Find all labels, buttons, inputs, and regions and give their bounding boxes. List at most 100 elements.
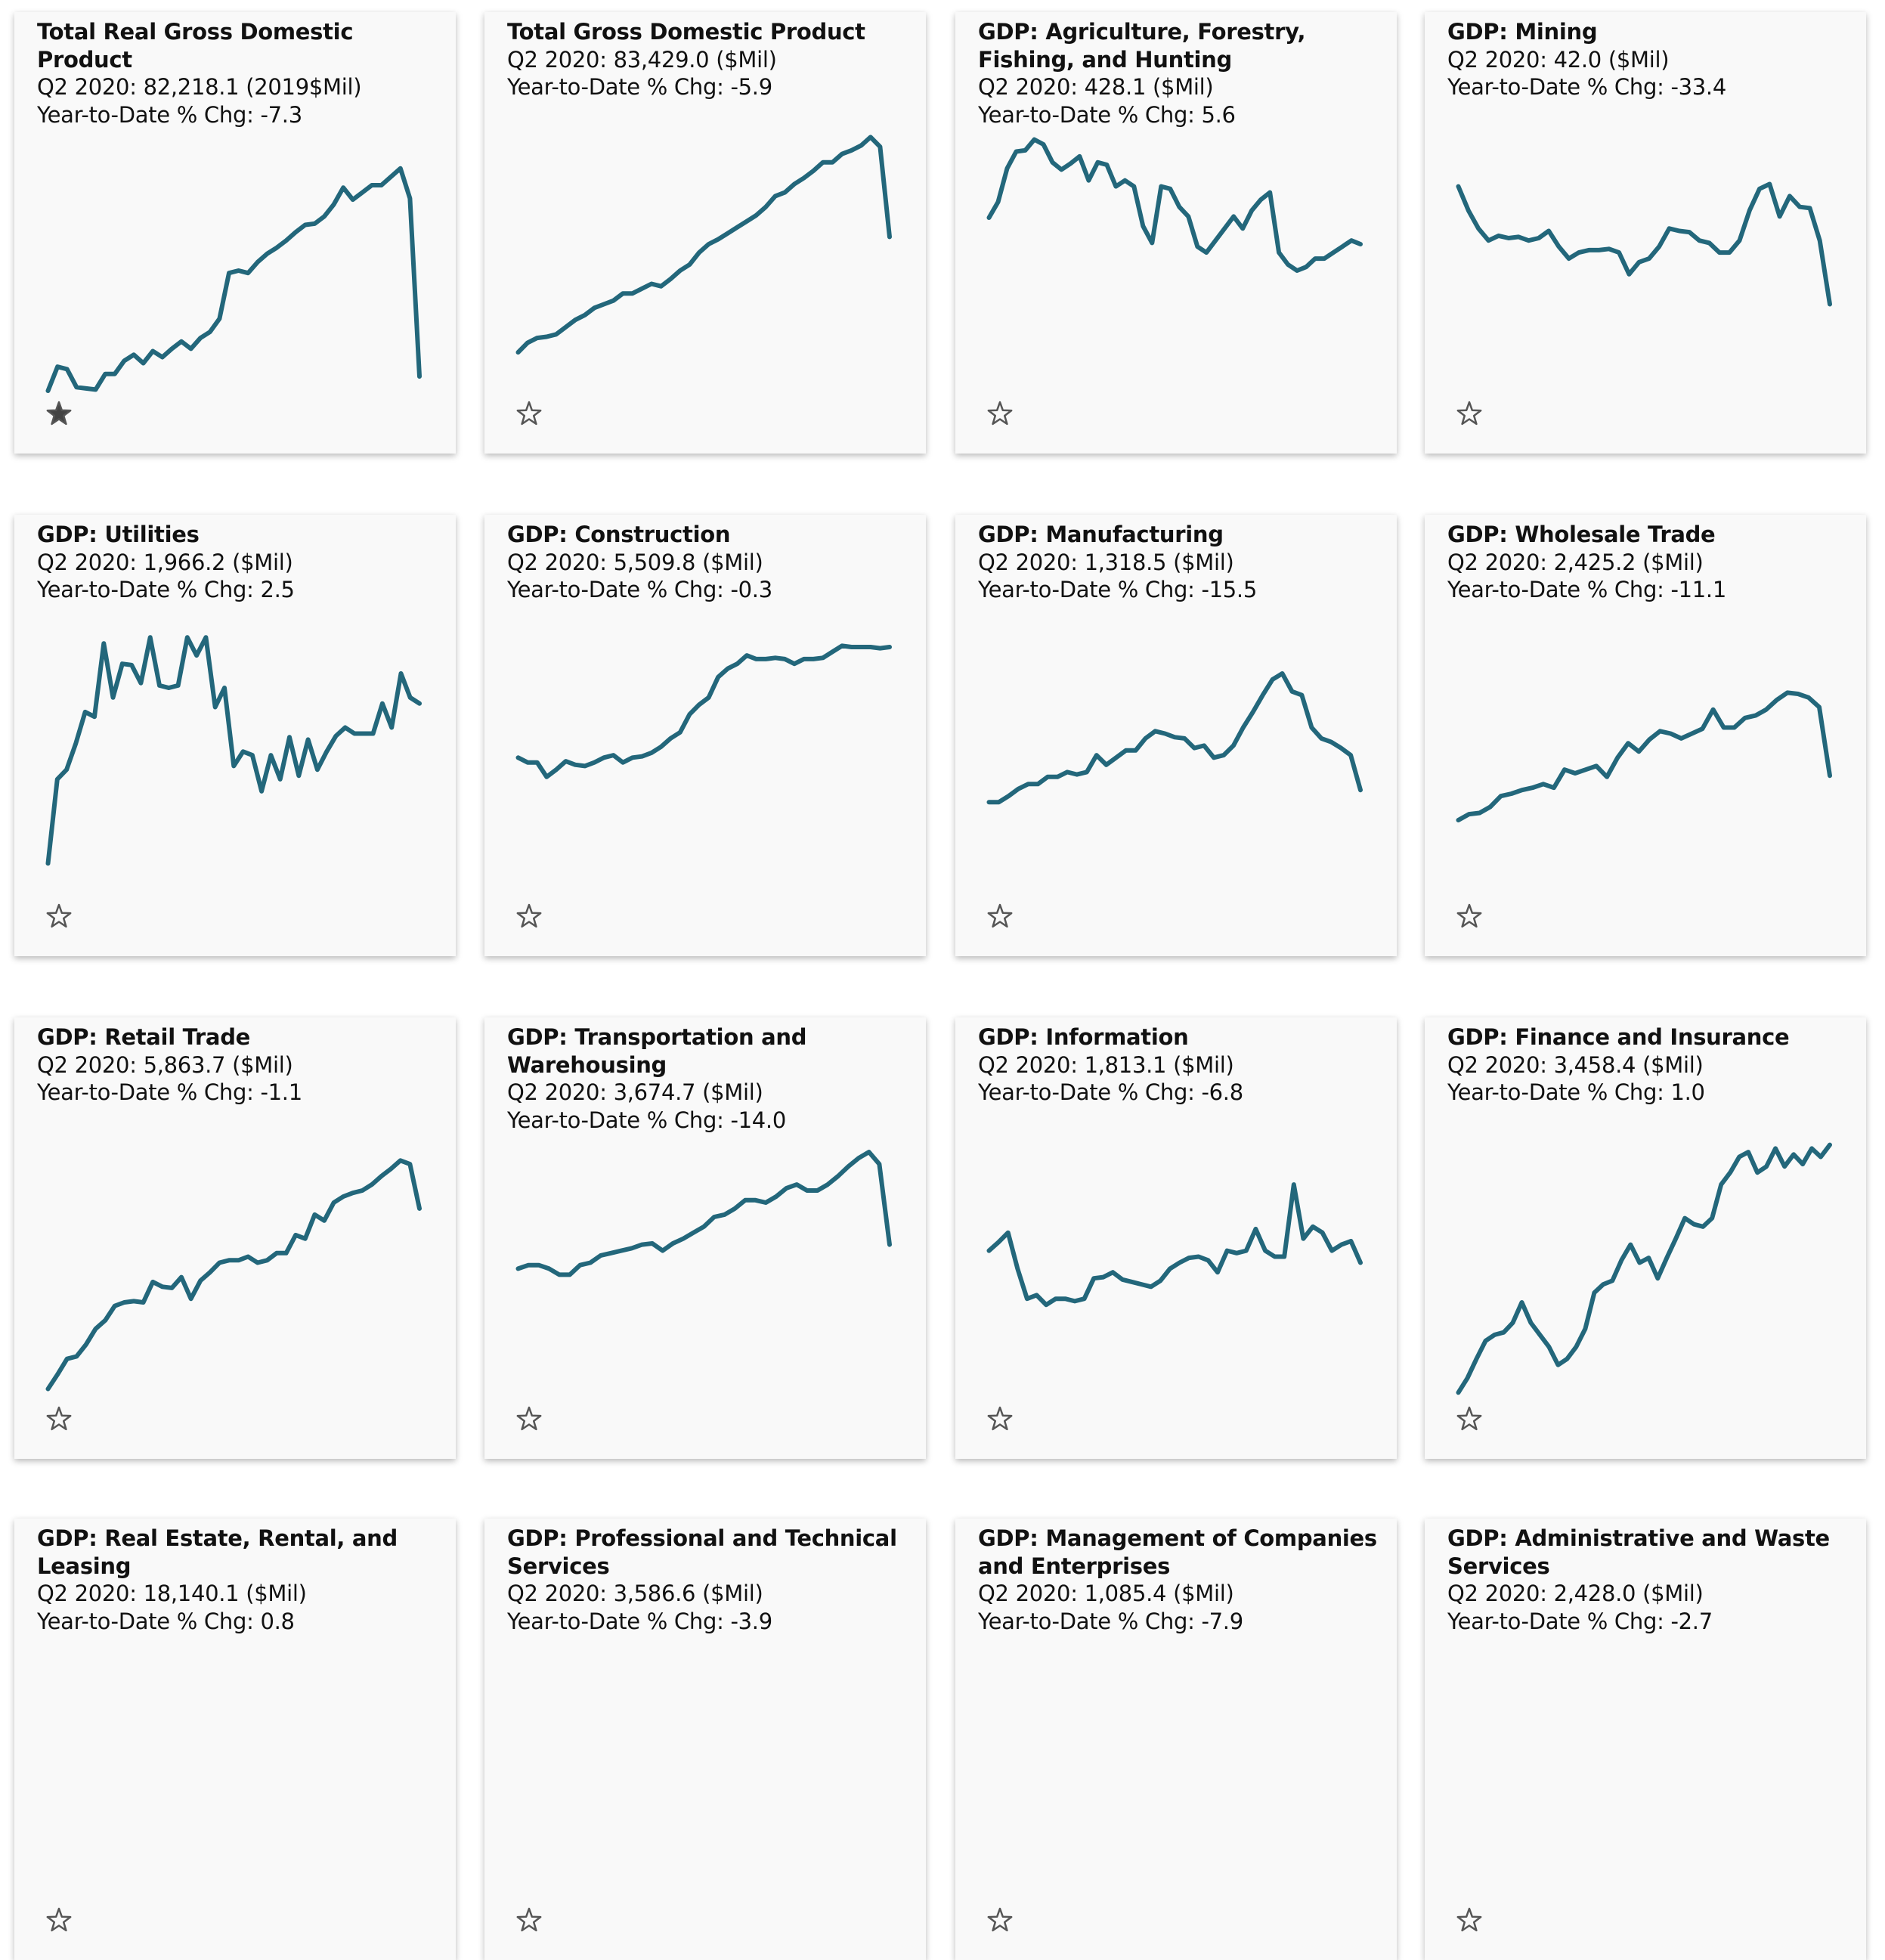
sparkline — [1456, 690, 1832, 822]
sparkline-area — [45, 1158, 422, 1431]
card-text: GDP: Transportation and Warehousing Q2 20… — [507, 1023, 917, 1134]
card-value: Q2 2020: 428.1 ($Mil) — [978, 74, 1214, 101]
series-card[interactable]: GDP: Construction Q2 2020: 5,509.8 ($Mil)… — [484, 515, 926, 956]
card-value: Q2 2020: 1,966.2 ($Mil) — [37, 549, 293, 575]
favorite-star[interactable] — [516, 401, 542, 426]
card-ytd: Year-to-Date % Chg: -11.1 — [1447, 577, 1726, 603]
favorite-star[interactable] — [516, 1907, 542, 1932]
card-title: GDP: Information — [978, 1024, 1189, 1050]
card-title: GDP: Real Estate, Rental, and Leasing — [37, 1525, 398, 1579]
card-ytd: Year-to-Date % Chg: 5.6 — [978, 101, 1236, 128]
sparkline — [515, 643, 892, 779]
sparkline-area — [515, 135, 892, 426]
favorite-star[interactable] — [987, 1907, 1013, 1932]
card-title: GDP: Construction — [507, 522, 731, 547]
card-text: GDP: Professional and Technical Services… — [507, 1525, 917, 1635]
card-value: Q2 2020: 1,318.5 ($Mil) — [978, 549, 1234, 575]
series-card[interactable]: Total Gross Domestic Product Q2 2020: 83,… — [484, 12, 926, 454]
card-ytd: Year-to-Date % Chg: 0.8 — [37, 1608, 295, 1634]
sparkline-area — [986, 1182, 1363, 1431]
series-card[interactable]: GDP: Finance and Insurance Q2 2020: 3,458… — [1425, 1017, 1866, 1459]
card-value: Q2 2020: 82,218.1 (2019$Mil) — [37, 74, 362, 101]
series-card[interactable]: GDP: Utilities Q2 2020: 1,966.2 ($Mil) Yea… — [14, 515, 456, 956]
series-card[interactable]: GDP: Agriculture, Forestry, Fishing, and… — [955, 12, 1397, 454]
card-ytd: Year-to-Date % Chg: 2.5 — [37, 577, 295, 603]
card-value: Q2 2020: 1,813.1 ($Mil) — [978, 1051, 1234, 1078]
card-ytd: Year-to-Date % Chg: -5.9 — [507, 74, 772, 101]
card-text: GDP: Information Q2 2020: 1,813.1 ($Mil) Y… — [978, 1023, 1388, 1107]
series-card[interactable]: GDP: Mining Q2 2020: 42.0 ($Mil) Year-to-D… — [1425, 12, 1866, 454]
card-ytd: Year-to-Date % Chg: -15.5 — [978, 577, 1257, 603]
favorite-star[interactable] — [987, 401, 1013, 426]
favorite-star[interactable] — [987, 903, 1013, 928]
card-ytd: Year-to-Date % Chg: -7.3 — [37, 101, 302, 128]
card-text: Total Gross Domestic Product Q2 2020: 83,… — [507, 18, 917, 101]
favorite-star[interactable] — [516, 1406, 542, 1431]
series-card[interactable]: GDP: Professional and Technical Services… — [484, 1519, 926, 1960]
sparkline — [1456, 1142, 1832, 1395]
favorite-star[interactable] — [1456, 903, 1482, 928]
series-card[interactable]: GDP: Retail Trade Q2 2020: 5,863.7 ($Mil)… — [14, 1017, 456, 1459]
card-value: Q2 2020: 18,140.1 ($Mil) — [37, 1581, 307, 1607]
sparkline — [515, 135, 892, 355]
series-card[interactable]: GDP: Information Q2 2020: 1,813.1 ($Mil) Y… — [955, 1017, 1397, 1459]
favorite-star[interactable] — [46, 401, 72, 426]
favorite-star[interactable] — [46, 903, 72, 928]
card-value: Q2 2020: 5,509.8 ($Mil) — [507, 549, 763, 575]
series-card[interactable]: GDP: Transportation and Warehousing Q2 20… — [484, 1017, 926, 1459]
card-value: Q2 2020: 5,863.7 ($Mil) — [37, 1051, 293, 1078]
card-text: GDP: Real Estate, Rental, and Leasing Q2 … — [37, 1525, 447, 1635]
card-text: GDP: Agriculture, Forestry, Fishing, and… — [978, 18, 1388, 128]
sparkline — [986, 1182, 1363, 1308]
card-title: GDP: Manufacturing — [978, 522, 1224, 547]
favorite-star[interactable] — [516, 903, 542, 928]
favorite-star[interactable] — [1456, 401, 1482, 426]
sparkline-area — [986, 671, 1363, 928]
card-value: Q2 2020: 3,458.4 ($Mil) — [1447, 1051, 1704, 1078]
sparkline — [986, 671, 1363, 805]
sparkline — [45, 635, 422, 866]
card-text: GDP: Utilities Q2 2020: 1,966.2 ($Mil) Yea… — [37, 521, 447, 604]
sparkline — [986, 137, 1363, 273]
card-title: GDP: Transportation and Warehousing — [507, 1024, 807, 1078]
series-card[interactable]: GDP: Wholesale Trade Q2 2020: 2,425.2 ($M… — [1425, 515, 1866, 956]
favorite-star[interactable] — [1456, 1907, 1482, 1932]
card-title: GDP: Finance and Insurance — [1447, 1024, 1790, 1050]
card-text: GDP: Finance and Insurance Q2 2020: 3,458… — [1447, 1023, 1857, 1107]
page: {"line_color": "#23677b", "cards": [ {"t… — [14, 12, 1866, 1932]
sparkline — [1456, 181, 1832, 307]
series-card[interactable]: GDP: Manufacturing Q2 2020: 1,318.5 ($Mil… — [955, 515, 1397, 956]
favorite-star[interactable] — [46, 1907, 72, 1932]
series-card[interactable]: GDP: Administrative and Waste Services Q2… — [1425, 1519, 1866, 1960]
card-text: Total Real Gross Domestic Product Q2 2020… — [37, 18, 447, 128]
sparkline-area — [45, 635, 422, 928]
card-value: Q2 2020: 3,586.6 ($Mil) — [507, 1581, 763, 1607]
card-ytd: Year-to-Date % Chg: -3.9 — [507, 1608, 772, 1634]
card-title: GDP: Utilities — [37, 522, 200, 547]
card-ytd: Year-to-Date % Chg: -0.3 — [507, 577, 772, 603]
sparkline-area — [515, 1150, 892, 1431]
card-title: GDP: Management of Companies and Enterpr… — [978, 1525, 1377, 1579]
favorite-star[interactable] — [987, 1406, 1013, 1431]
card-ytd: Year-to-Date % Chg: -33.4 — [1447, 74, 1726, 101]
card-value: Q2 2020: 83,429.0 ($Mil) — [507, 46, 777, 73]
series-card[interactable]: Total Real Gross Domestic Product Q2 2020… — [14, 12, 456, 454]
favorite-star[interactable] — [1456, 1406, 1482, 1431]
card-title: GDP: Administrative and Waste Services — [1447, 1525, 1830, 1579]
card-title: GDP: Mining — [1447, 19, 1598, 45]
card-ytd: Year-to-Date % Chg: -1.1 — [37, 1079, 302, 1106]
sparkline — [45, 1158, 422, 1392]
sparkline-area — [1456, 690, 1832, 928]
card-text: GDP: Mining Q2 2020: 42.0 ($Mil) Year-to-D… — [1447, 18, 1857, 101]
card-value: Q2 2020: 2,428.0 ($Mil) — [1447, 1581, 1704, 1607]
series-card[interactable]: GDP: Management of Companies and Enterpr… — [955, 1519, 1397, 1960]
card-title: GDP: Retail Trade — [37, 1024, 251, 1050]
series-card[interactable]: GDP: Real Estate, Rental, and Leasing Q2 … — [14, 1519, 456, 1960]
favorite-star[interactable] — [46, 1406, 72, 1431]
sparkline-area — [1456, 1142, 1832, 1431]
card-title: GDP: Wholesale Trade — [1447, 522, 1716, 547]
sparkline-area — [986, 137, 1363, 426]
card-title: Total Gross Domestic Product — [507, 19, 865, 45]
card-text: GDP: Manufacturing Q2 2020: 1,318.5 ($Mil… — [978, 521, 1388, 604]
card-text: GDP: Construction Q2 2020: 5,509.8 ($Mil)… — [507, 521, 917, 604]
